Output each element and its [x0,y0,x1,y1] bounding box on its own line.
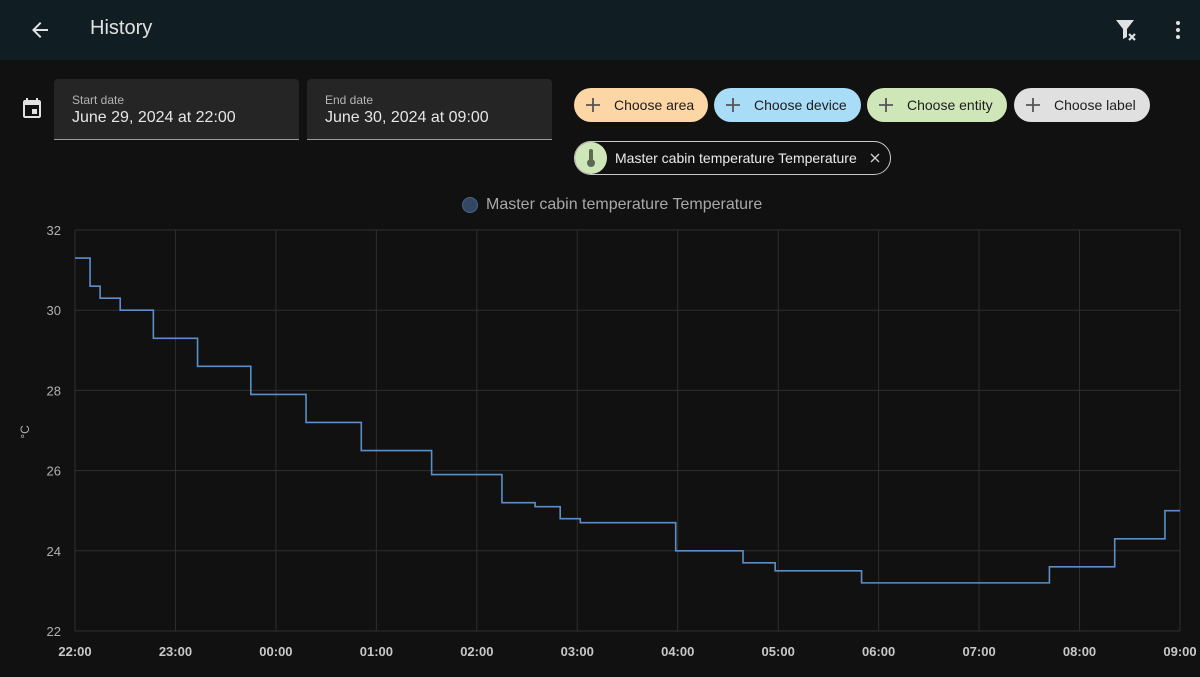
history-line-chart[interactable]: 22 24 26 28 30 32 22:00 23:00 00:00 01:00 02:00 03:… [0,215,1200,677]
clear-filter-button[interactable] [1108,12,1144,48]
entity-icon-badge [575,142,607,174]
plus-icon [726,98,740,112]
top-app-bar: History [0,0,1200,60]
choose-entity-chip[interactable]: Choose entity [867,88,1007,122]
x-tick-label: 23:00 [159,644,192,659]
choose-label-chip[interactable]: Choose label [1014,88,1150,122]
legend-color-swatch [462,197,478,213]
start-date-label: Start date [72,93,125,107]
choose-device-chip[interactable]: Choose device [714,88,861,122]
x-tick-label: 03:00 [561,644,594,659]
filter-remove-icon [1116,20,1136,41]
choose-label-label: Choose label [1054,97,1136,113]
x-tick-label: 01:00 [360,644,393,659]
close-icon [870,153,880,163]
x-tick-label: 05:00 [762,644,795,659]
start-date-field[interactable]: Start date June 29, 2024 at 22:00 [54,79,299,140]
plus-icon [1026,98,1040,112]
arrow-left-icon [32,22,48,38]
y-tick-label: 26 [47,464,61,479]
thermometer-icon [587,149,595,167]
end-date-value: June 30, 2024 at 09:00 [325,109,489,126]
y-tick-label: 22 [47,624,61,639]
selected-entity-label: Master cabin temperature Temperature [615,150,857,166]
choose-area-chip[interactable]: Choose area [574,88,709,122]
calendar-icon[interactable] [20,96,44,120]
page-title: History [90,17,153,39]
legend-label: Master cabin temperature Temperature [486,196,763,213]
x-tick-label: 06:00 [862,644,895,659]
x-tick-label: 08:00 [1063,644,1096,659]
y-tick-label: 24 [47,544,61,559]
choose-entity-label: Choose entity [907,97,993,113]
x-tick-label: 02:00 [460,644,493,659]
dots-vertical-icon [1176,21,1180,39]
overflow-menu-button[interactable] [1160,12,1196,48]
temperature-series-line [75,257,1180,584]
choose-device-label: Choose device [754,97,847,113]
x-tick-label: 00:00 [259,644,292,659]
start-date-value: June 29, 2024 at 22:00 [72,109,236,126]
chart-legend-item[interactable]: Master cabin temperature Temperature [462,196,762,214]
end-date-label: End date [325,93,374,107]
x-tick-label: 09:00 [1163,644,1196,659]
y-axis-label: °C [18,425,32,439]
y-tick-label: 28 [47,383,61,398]
end-date-field[interactable]: End date June 30, 2024 at 09:00 [307,79,552,140]
selected-entity-chip[interactable]: Master cabin temperature Temperature [574,141,891,175]
choose-area-label: Choose area [614,97,695,113]
x-tick-label: 04:00 [661,644,694,659]
x-tick-label: 07:00 [962,644,995,659]
x-tick-label: 22:00 [58,644,91,659]
plus-icon [879,98,893,112]
y-tick-label: 30 [47,303,61,318]
y-tick-label: 32 [47,223,61,238]
remove-entity-button[interactable] [868,151,882,165]
back-button[interactable] [20,10,60,50]
plus-icon [586,98,600,112]
